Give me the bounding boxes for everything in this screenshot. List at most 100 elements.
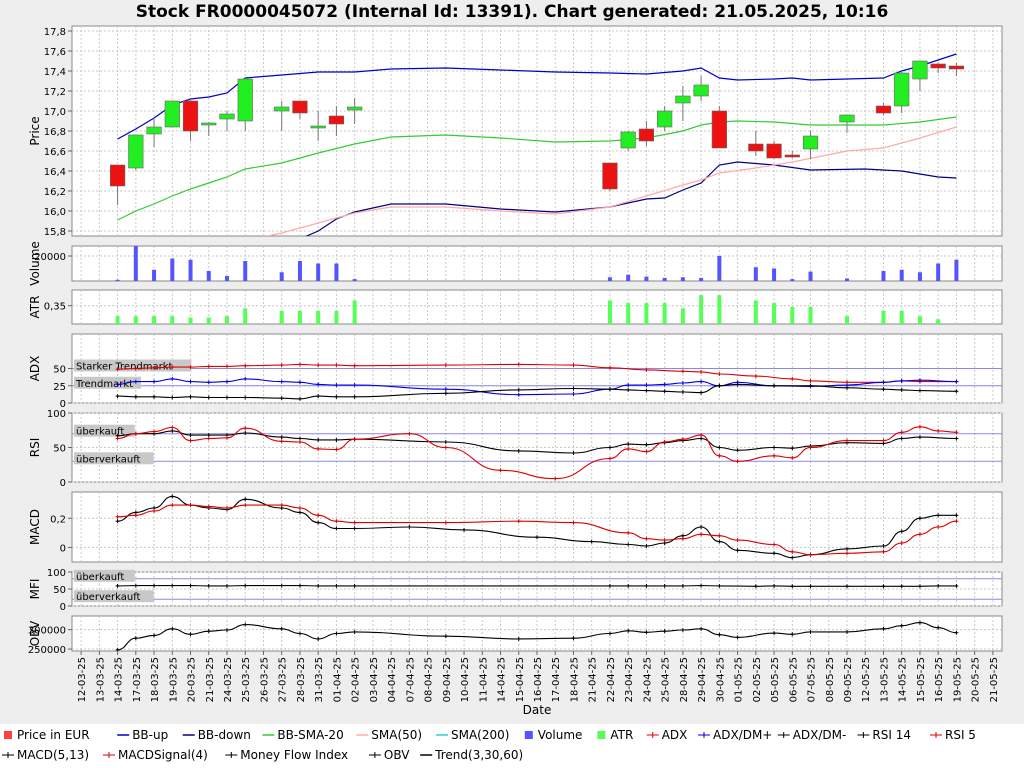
x-tick-label: 14-03-25 (114, 657, 125, 702)
bar (644, 276, 649, 281)
legend-label: MACDSignal(4) (118, 748, 208, 762)
y-tick-label: 17,2 (44, 87, 66, 98)
x-tick-label: 27-03-25 (278, 657, 289, 702)
x-tick-label: 15-04-25 (515, 657, 526, 702)
panel-background (71, 491, 1003, 563)
bar (279, 272, 284, 281)
bar (753, 267, 758, 281)
bar (279, 310, 284, 324)
x-axis-label: Date (523, 703, 552, 717)
candle-body (219, 113, 235, 120)
bar (662, 277, 667, 281)
y-axis-label: RSI (28, 438, 42, 458)
x-tick-label: 26-03-25 (259, 657, 270, 702)
bar (243, 261, 248, 281)
y-tick-label: 16,4 (44, 167, 66, 178)
candle-body (347, 106, 363, 111)
candle-body (638, 128, 655, 142)
bar (808, 307, 813, 324)
y-tick-label: 0 (60, 478, 66, 489)
x-tick-label: 24-03-25 (223, 657, 234, 702)
candle-body (839, 114, 855, 123)
bar (680, 308, 685, 324)
x-tick-label: 04-04-25 (387, 657, 398, 702)
reference-label: Starker Trendmarkt (76, 362, 173, 373)
y-tick-label: 0,2 (50, 514, 66, 525)
legend-label: MACD(5,13) (17, 748, 89, 762)
series-line (117, 430, 957, 454)
candle-body (164, 100, 180, 128)
bar (917, 316, 922, 324)
bar (170, 316, 175, 324)
legend-label: BB-SMA-20 (277, 728, 343, 742)
bar (626, 303, 631, 324)
y-tick-label: 15,8 (44, 227, 66, 238)
y-tick-label: 16,2 (44, 187, 66, 198)
y-tick-label: 0,35 (44, 302, 66, 313)
bar (206, 317, 211, 324)
y-tick-label: 20000 (34, 252, 66, 263)
x-tick-label: 14-04-25 (497, 657, 508, 702)
panel-plot-area (115, 295, 941, 324)
candle-body (784, 154, 800, 158)
bar (316, 263, 321, 281)
legend-label: ATR (610, 728, 633, 742)
bar (626, 274, 631, 281)
legend-label: SMA(200) (451, 728, 509, 742)
candle-body (675, 95, 691, 104)
candle-body (802, 135, 819, 150)
bar (206, 271, 211, 281)
reference-label-background (74, 452, 154, 465)
x-tick-label: 21-03-25 (205, 657, 216, 702)
x-tick-label: 17-04-25 (551, 657, 562, 702)
candle-body (602, 162, 618, 190)
y-tick-label: 0 (60, 399, 66, 410)
reference-label: überverkauft (76, 454, 141, 465)
legend-label: Money Flow Index (240, 748, 348, 762)
series-line (117, 363, 957, 383)
bar (899, 310, 904, 324)
reference-label: überkauft (76, 427, 124, 438)
bar (954, 259, 959, 281)
bar (188, 259, 193, 281)
bar (115, 279, 120, 281)
x-tick-label: 20-05-25 (971, 657, 982, 702)
x-tick-label: 24-04-25 (642, 657, 653, 702)
bar (717, 295, 722, 324)
x-tick-label: 13-03-25 (95, 657, 106, 702)
bar (352, 279, 357, 281)
x-tick-label: 25-04-25 (661, 657, 672, 702)
x-tick-label: 01-05-25 (734, 657, 745, 702)
bar (644, 303, 649, 324)
x-tick-label: 02-05-25 (752, 657, 763, 702)
bar (152, 316, 157, 324)
x-tick-label: 05-05-25 (770, 657, 781, 702)
series-line (117, 504, 957, 556)
bar (881, 271, 886, 281)
x-tick-label: 06-05-25 (788, 657, 799, 702)
x-tick-label: 02-04-25 (351, 657, 362, 702)
bar (133, 246, 138, 281)
candle-body (766, 143, 782, 159)
bar (790, 307, 795, 324)
x-tick-label: 07-04-25 (405, 657, 416, 702)
x-tick-label: 17-03-25 (132, 657, 143, 702)
x-tick-label: 13-05-25 (879, 657, 890, 702)
bar (881, 310, 886, 324)
series-line (117, 426, 957, 480)
x-tick-label: 25-03-25 (241, 657, 252, 702)
y-tick-label: 300000 (28, 626, 66, 637)
candle-body (274, 106, 290, 112)
candle-body (310, 125, 326, 129)
x-tick-label: 10-04-25 (460, 657, 471, 702)
reference-label: überkauft (76, 572, 124, 583)
x-tick-label: 03-04-25 (369, 657, 380, 702)
x-tick-label: 18-03-25 (150, 657, 161, 702)
series-line (117, 53, 957, 140)
candle-body (711, 110, 727, 149)
x-tick-label: 07-05-25 (807, 657, 818, 702)
legend-background (0, 724, 1024, 768)
x-tick-label: 12-03-25 (77, 657, 88, 702)
y-tick-label: 0 (60, 602, 66, 613)
